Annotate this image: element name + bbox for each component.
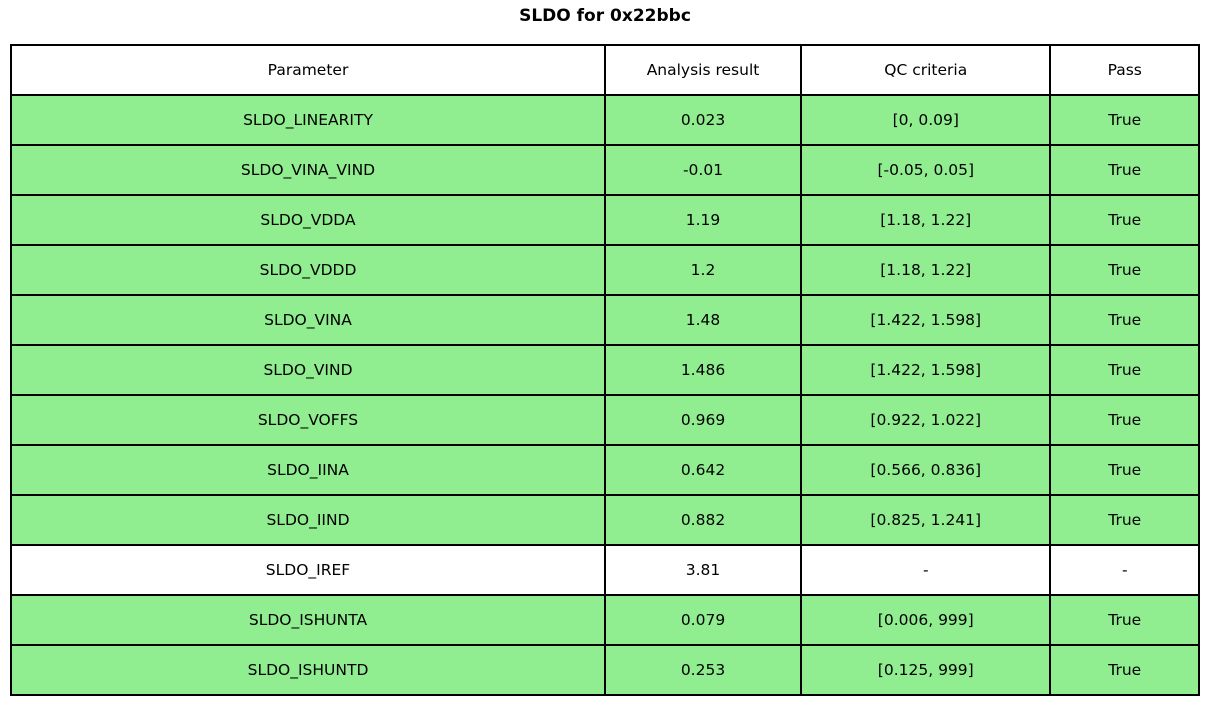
table-row: SLDO_VINA_VIND -0.01 [-0.05, 0.05] True [10, 144, 1200, 196]
criteria-cell: [-0.05, 0.05] [800, 144, 1052, 196]
pass-cell: True [1049, 644, 1200, 696]
result-cell: 0.253 [603, 644, 803, 696]
result-cell: 0.023 [603, 94, 803, 146]
pass-cell: True [1049, 244, 1200, 296]
qc-results-table: Parameter Analysis result QC criteria Pa… [10, 44, 1200, 696]
page-title: SLDO for 0x22bbc [519, 6, 691, 26]
pass-cell: True [1049, 444, 1200, 496]
criteria-cell: [0.006, 999] [800, 594, 1052, 646]
result-cell: 3.81 [603, 544, 803, 596]
result-cell: 1.48 [603, 294, 803, 346]
table-row: SLDO_LINEARITY 0.023 [0, 0.09] True [10, 94, 1200, 146]
table-row: SLDO_VDDD 1.2 [1.18, 1.22] True [10, 244, 1200, 296]
result-cell: 1.2 [603, 244, 803, 296]
parameter-cell: SLDO_VDDA [10, 194, 606, 246]
result-cell: 1.486 [603, 344, 803, 396]
result-cell: -0.01 [603, 144, 803, 196]
pass-cell: True [1049, 94, 1200, 146]
criteria-cell: [1.18, 1.22] [800, 194, 1052, 246]
pass-cell: True [1049, 594, 1200, 646]
table-row: SLDO_IIND 0.882 [0.825, 1.241] True [10, 494, 1200, 546]
header-pass: Pass [1049, 44, 1200, 96]
pass-cell: True [1049, 194, 1200, 246]
parameter-cell: SLDO_LINEARITY [10, 94, 606, 146]
criteria-cell: [0, 0.09] [800, 94, 1052, 146]
criteria-cell: - [800, 544, 1052, 596]
parameter-cell: SLDO_IREF [10, 544, 606, 596]
parameter-cell: SLDO_IIND [10, 494, 606, 546]
table-row: SLDO_ISHUNTD 0.253 [0.125, 999] True [10, 644, 1200, 696]
table-row: SLDO_IINA 0.642 [0.566, 0.836] True [10, 444, 1200, 496]
header-parameter: Parameter [10, 44, 606, 96]
result-cell: 0.969 [603, 394, 803, 446]
result-cell: 0.642 [603, 444, 803, 496]
criteria-cell: [1.422, 1.598] [800, 344, 1052, 396]
parameter-cell: SLDO_IINA [10, 444, 606, 496]
header-analysis-result: Analysis result [603, 44, 803, 96]
criteria-cell: [0.125, 999] [800, 644, 1052, 696]
pass-cell: True [1049, 294, 1200, 346]
criteria-cell: [1.18, 1.22] [800, 244, 1052, 296]
parameter-cell: SLDO_ISHUNTD [10, 644, 606, 696]
table-row: SLDO_VOFFS 0.969 [0.922, 1.022] True [10, 394, 1200, 446]
parameter-cell: SLDO_VDDD [10, 244, 606, 296]
table-row: SLDO_VDDA 1.19 [1.18, 1.22] True [10, 194, 1200, 246]
criteria-cell: [0.566, 0.836] [800, 444, 1052, 496]
table-row: SLDO_VINA 1.48 [1.422, 1.598] True [10, 294, 1200, 346]
header-qc-criteria: QC criteria [800, 44, 1052, 96]
result-cell: 0.882 [603, 494, 803, 546]
result-cell: 1.19 [603, 194, 803, 246]
pass-cell: True [1049, 344, 1200, 396]
pass-cell: True [1049, 394, 1200, 446]
parameter-cell: SLDO_VINA [10, 294, 606, 346]
criteria-cell: [0.825, 1.241] [800, 494, 1052, 546]
pass-cell: - [1049, 544, 1200, 596]
table-row: SLDO_ISHUNTA 0.079 [0.006, 999] True [10, 594, 1200, 646]
table-row: SLDO_VIND 1.486 [1.422, 1.598] True [10, 344, 1200, 396]
parameter-cell: SLDO_VOFFS [10, 394, 606, 446]
parameter-cell: SLDO_VINA_VIND [10, 144, 606, 196]
table-body: SLDO_LINEARITY 0.023 [0, 0.09] True SLDO_VIN… [10, 94, 1200, 696]
parameter-cell: SLDO_ISHUNTA [10, 594, 606, 646]
criteria-cell: [0.922, 1.022] [800, 394, 1052, 446]
result-cell: 0.079 [603, 594, 803, 646]
pass-cell: True [1049, 494, 1200, 546]
header-row: Parameter Analysis result QC criteria Pa… [10, 44, 1200, 96]
pass-cell: True [1049, 144, 1200, 196]
parameter-cell: SLDO_VIND [10, 344, 606, 396]
table-header: Parameter Analysis result QC criteria Pa… [10, 44, 1200, 96]
criteria-cell: [1.422, 1.598] [800, 294, 1052, 346]
table-row: SLDO_IREF 3.81- - [10, 544, 1200, 596]
